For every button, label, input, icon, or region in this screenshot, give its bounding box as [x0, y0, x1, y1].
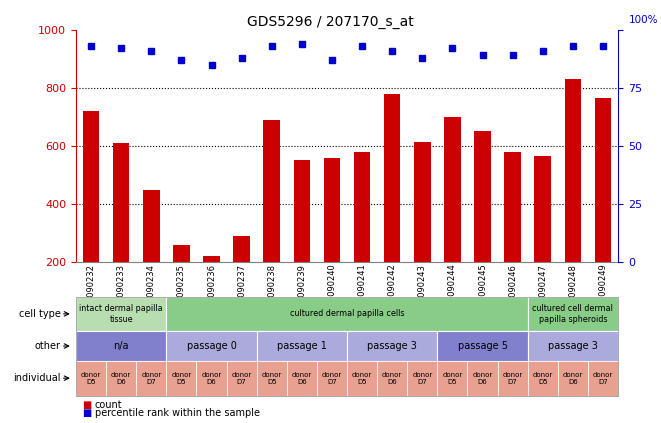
Bar — [203, 256, 220, 321]
Bar — [143, 190, 159, 321]
Text: donor
D7: donor D7 — [593, 372, 613, 385]
Bar — [264, 120, 280, 321]
Bar — [444, 117, 461, 321]
Text: donor
D6: donor D6 — [111, 372, 132, 385]
Text: donor
D7: donor D7 — [322, 372, 342, 385]
Text: donor
D6: donor D6 — [292, 372, 312, 385]
Text: donor
D6: donor D6 — [563, 372, 583, 385]
Text: passage 3: passage 3 — [548, 341, 598, 351]
Text: ■: ■ — [83, 408, 95, 418]
Text: intact dermal papilla
tissue: intact dermal papilla tissue — [79, 304, 163, 324]
Text: passage 0: passage 0 — [186, 341, 237, 351]
Text: ■: ■ — [83, 400, 95, 410]
Text: passage 1: passage 1 — [277, 341, 327, 351]
Bar — [293, 160, 310, 321]
Text: donor
D5: donor D5 — [533, 372, 553, 385]
Text: donor
D5: donor D5 — [352, 372, 372, 385]
Text: donor
D6: donor D6 — [382, 372, 403, 385]
Bar — [113, 143, 130, 321]
Bar — [504, 152, 521, 321]
Text: other: other — [35, 341, 61, 351]
Bar — [173, 245, 190, 321]
Text: 100%: 100% — [629, 15, 658, 25]
Text: donor
D7: donor D7 — [412, 372, 432, 385]
Text: donor
D6: donor D6 — [202, 372, 221, 385]
Text: donor
D7: donor D7 — [141, 372, 161, 385]
Bar — [595, 98, 611, 321]
Text: donor
D5: donor D5 — [81, 372, 101, 385]
Text: donor
D6: donor D6 — [473, 372, 492, 385]
Bar — [354, 152, 370, 321]
Text: donor
D7: donor D7 — [231, 372, 252, 385]
Text: donor
D5: donor D5 — [262, 372, 282, 385]
Text: n/a: n/a — [114, 341, 129, 351]
Text: passage 3: passage 3 — [368, 341, 417, 351]
Bar — [564, 79, 581, 321]
Text: cell type: cell type — [19, 309, 61, 319]
Bar — [384, 93, 401, 321]
Text: donor
D7: donor D7 — [502, 372, 523, 385]
Text: donor
D5: donor D5 — [171, 372, 192, 385]
Bar — [414, 142, 430, 321]
Text: cultured cell dermal
papilla spheroids: cultured cell dermal papilla spheroids — [532, 304, 613, 324]
Text: donor
D5: donor D5 — [442, 372, 463, 385]
Bar — [324, 157, 340, 321]
Text: cultured dermal papilla cells: cultured dermal papilla cells — [290, 309, 405, 319]
Text: passage 5: passage 5 — [457, 341, 508, 351]
Bar — [233, 236, 250, 321]
Text: count: count — [95, 400, 122, 410]
Bar — [83, 111, 99, 321]
Text: percentile rank within the sample: percentile rank within the sample — [95, 408, 260, 418]
Text: individual: individual — [13, 373, 61, 383]
Bar — [474, 132, 491, 321]
Text: GDS5296 / 207170_s_at: GDS5296 / 207170_s_at — [247, 15, 414, 29]
Bar — [535, 156, 551, 321]
